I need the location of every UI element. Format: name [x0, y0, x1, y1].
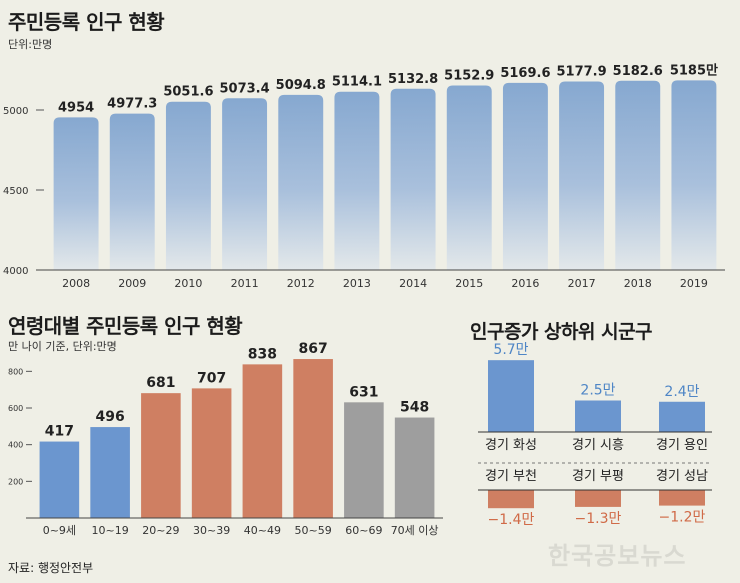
chart1-ytick-label: 4500 [3, 186, 28, 197]
chart1-xtick-label: 2011 [231, 277, 259, 290]
chart2-xtick-label: 10~19 [92, 524, 129, 537]
chart2-xtick-label: 70세 이상 [391, 524, 439, 537]
chart2-ytick-label: 200 [8, 477, 23, 486]
chart3-top-value-label: 2.4만 [664, 384, 699, 400]
chart1-bar [390, 88, 436, 270]
chart2-value-label: 707 [197, 370, 226, 386]
chart3-bottom-bar [488, 490, 534, 509]
chart1-xtick-label: 2008 [62, 277, 90, 290]
chart2-value-label: 496 [96, 409, 125, 425]
chart1-xtick-label: 2010 [174, 277, 202, 290]
chart1-bar [502, 82, 548, 270]
chart1-value-label: 5169.6 [500, 66, 550, 81]
chart1-bar [334, 91, 380, 270]
chart1-value-label: 5073.4 [219, 81, 269, 96]
watermark: 한국공보뉴스 [548, 542, 687, 570]
chart1-svg: 4000 4500 5000 4954 2008 4977.3 2009 5051.6 2010… [3, 62, 725, 290]
chart2-unit: 만 나이 기준, 단위:만명 [8, 340, 117, 353]
chart2-title: 연령대별 주민등록 인구 현황 [8, 314, 243, 338]
chart1-value-label: 5051.6 [163, 85, 213, 100]
chart3-bottom-bar [575, 490, 621, 507]
chart2-xtick-label: 20~29 [142, 524, 179, 537]
chart3-bottom-value-label: −1.2만 [659, 510, 706, 526]
chart2-bar [39, 441, 80, 518]
chart2-xtick-label: 50~59 [295, 524, 332, 537]
chart2-bar [293, 359, 333, 518]
chart1-value-label: 5132.8 [388, 72, 438, 87]
chart3-top-name: 경기 용인 [656, 438, 708, 453]
chart1-xtick-label: 2012 [287, 277, 315, 290]
chart2-xtick-label: 40~49 [244, 524, 281, 537]
chart1-bar [109, 113, 155, 270]
chart3-bottom-name: 경기 성남 [656, 469, 708, 484]
chart3-top-name: 경기 화성 [485, 438, 537, 453]
chart2-ytick-label: 800 [8, 367, 23, 376]
chart1-xtick-label: 2014 [399, 277, 427, 290]
chart3-top-name: 경기 시흥 [572, 438, 624, 453]
chart2-xtick-label: 30~39 [193, 524, 230, 537]
chart1-xtick-label: 2019 [680, 277, 708, 290]
chart1-xtick-label: 2016 [511, 277, 539, 290]
chart3-bottom-value-label: −1.4만 [488, 512, 535, 528]
chart1-value-label: 5114.1 [332, 75, 382, 90]
chart1-value-label: 4954 [58, 100, 94, 115]
chart2-bar [90, 427, 130, 518]
chart1-unit: 단위:만명 [8, 38, 53, 51]
chart1-value-label: 5152.9 [444, 69, 494, 84]
chart1-ytick-label: 4000 [3, 266, 28, 277]
chart1-bar [278, 94, 324, 270]
chart1-bar [559, 81, 605, 270]
chart2-ytick-label: 400 [8, 441, 23, 450]
chart1-xtick-label: 2013 [343, 277, 371, 290]
chart2-xtick-label: 60~69 [345, 524, 382, 537]
chart3-top-bar [575, 400, 621, 432]
chart1-xtick-label: 2009 [118, 277, 146, 290]
chart2-value-label: 417 [45, 424, 74, 440]
chart3-bottom-value-label: −1.3만 [575, 511, 622, 527]
source-label: 자료: 행정안전부 [8, 561, 94, 575]
chart3-top-bar [488, 360, 534, 432]
chart1-value-label: 5182.6 [613, 64, 663, 79]
chart2-value-label: 838 [248, 346, 277, 362]
chart1-value-label: 4977.3 [107, 97, 157, 112]
chart1-bar [671, 80, 717, 271]
chart2-bar [394, 417, 435, 518]
chart3-bottom-name: 경기 부평 [572, 469, 624, 484]
chart2-value-label: 631 [349, 384, 378, 400]
chart1-bar [446, 85, 492, 270]
chart2-bar [141, 393, 181, 518]
chart2-xtick-label: 0~9세 [43, 524, 76, 537]
chart2-bar [191, 388, 232, 518]
chart3-top-bar [659, 401, 705, 432]
chart1-xtick-label: 2018 [624, 277, 652, 290]
chart2-value-label: 867 [299, 341, 328, 357]
chart1-ytick-label: 5000 [3, 106, 28, 117]
chart1-value-label: 5177.9 [556, 65, 606, 80]
chart1-bar [615, 80, 661, 270]
chart2-value-label: 681 [146, 375, 175, 391]
chart1-title: 주민등록 인구 현황 [8, 10, 165, 34]
chart2-ytick-label: 600 [8, 404, 23, 413]
chart3-top-value-label: 5.7만 [493, 342, 528, 358]
chart3-bottom-bar [659, 490, 705, 506]
chart1-value-label: 5185만 [670, 62, 718, 78]
chart2-svg: 200 400 600 800 417 0~9세 496 10~19 681 20~29 707 30… [8, 341, 443, 537]
chart2-bar [242, 364, 283, 518]
chart3-top-value-label: 2.5만 [580, 383, 615, 399]
chart2-bar [344, 402, 384, 518]
chart1-xtick-label: 2015 [455, 277, 483, 290]
chart1-xtick-label: 2017 [568, 277, 596, 290]
chart1-bar [222, 98, 268, 270]
chart1-bar [165, 101, 211, 270]
chart3-bottom-name: 경기 부천 [485, 469, 537, 484]
chart3-title: 인구증가 상하위 시군구 [470, 321, 653, 343]
chart1-bar [53, 117, 99, 270]
chart2-value-label: 548 [400, 400, 429, 416]
chart1-value-label: 5094.8 [276, 78, 326, 93]
